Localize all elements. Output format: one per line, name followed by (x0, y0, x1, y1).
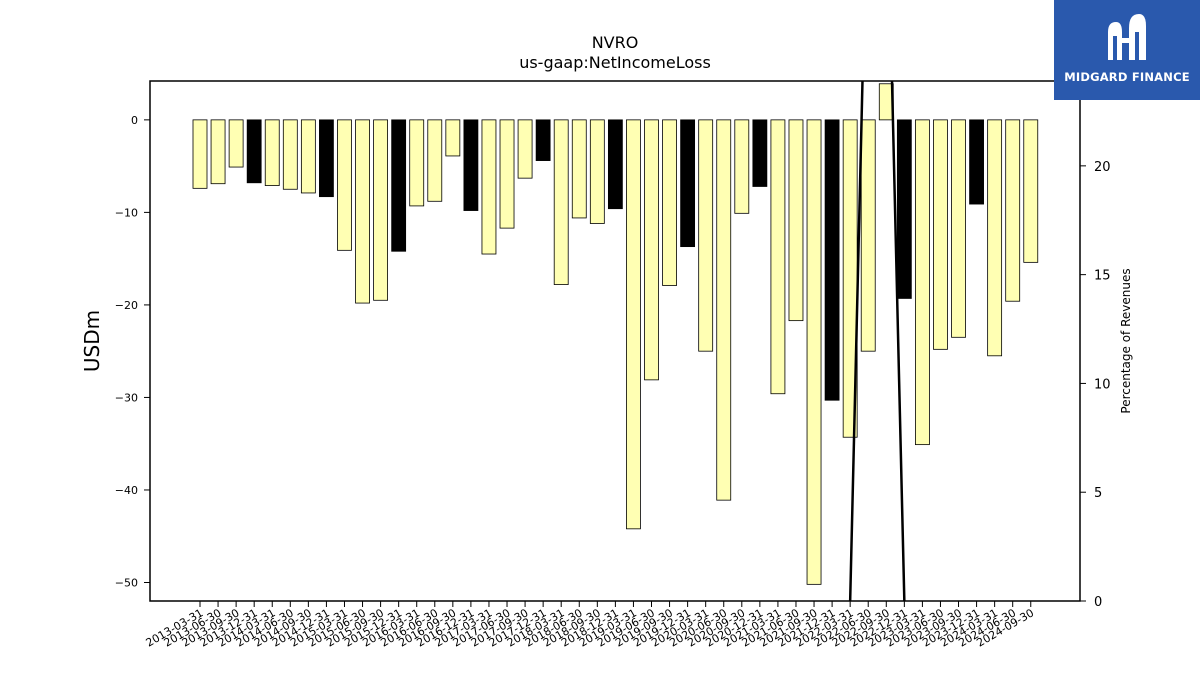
bar-2021-03-31 (770, 119, 786, 395)
bar-2020-09-30 (734, 119, 750, 214)
bar-2015-09-30 (373, 119, 389, 301)
bar-2014-09-30 (300, 119, 316, 194)
bar-2016-09-30 (445, 119, 461, 157)
bar-2016-03-31 (409, 119, 425, 207)
bar-2023-03-31 (915, 119, 930, 446)
midgard-finance-logo: MIDGARD FINANCE (1054, 0, 1200, 100)
bar-2023-09-30 (951, 119, 966, 338)
percentage-line-group (848, 81, 906, 601)
y-tick-label: −50 (115, 576, 138, 589)
bar-2013-09-30 (228, 119, 244, 168)
bar-2019-03-31 (626, 119, 641, 530)
right-y-tick-label: 10 (1094, 377, 1111, 392)
bar-2018-12-31 (607, 119, 623, 210)
logo-text: MIDGARD FINANCE (1064, 70, 1190, 84)
bar-2016-12-31 (463, 119, 479, 211)
bar-2015-12-31 (391, 119, 407, 252)
bar-2013-06-30 (210, 119, 226, 185)
left-y-axis: 0 −10 −20 −30 −40 −50 (115, 114, 150, 589)
right-y-axis: 0 5 10 15 20 (1080, 160, 1111, 610)
bar-2016-06-30 (427, 119, 443, 202)
bar-2021-12-31 (824, 119, 840, 401)
bar-2015-03-31 (337, 119, 352, 251)
bar-2014-06-30 (282, 119, 298, 190)
y-tick-label: 0 (131, 114, 138, 127)
bar-2019-06-30 (644, 119, 659, 381)
right-y-tick-label: 0 (1094, 595, 1102, 610)
right-y-tick-label: 20 (1094, 160, 1111, 175)
bar-2014-12-31 (319, 119, 334, 198)
bar-2017-12-31 (535, 119, 551, 161)
bars-group (192, 83, 1039, 585)
bar-2013-12-31 (246, 119, 262, 184)
bar-2024-03-31 (987, 119, 1003, 357)
bar-2014-03-31 (264, 119, 280, 186)
right-y-tick-label: 5 (1094, 486, 1102, 501)
bar-2018-03-31 (553, 119, 569, 285)
bar-2019-09-30 (662, 119, 677, 286)
logo-mark-icon (1108, 14, 1146, 60)
bar-2017-09-30 (517, 119, 533, 179)
right-y-axis-title: Percentage of Revenues (1119, 268, 1133, 413)
bar-2020-06-30 (716, 119, 732, 501)
y-tick-label: −20 (115, 299, 138, 312)
chart-subtitle: us-gaap:NetIncomeLoss (519, 53, 711, 72)
percentage-of-revenues-line (848, 81, 906, 601)
bar-2023-12-31 (969, 119, 984, 205)
y-tick-label: −40 (115, 484, 138, 497)
chart-title: NVRO (592, 33, 639, 52)
bar-2020-12-31 (752, 119, 768, 187)
bar-2017-03-31 (481, 119, 497, 255)
right-y-tick-label: 15 (1094, 269, 1111, 284)
bar-2024-09-30 (1023, 119, 1039, 263)
bar-2021-06-30 (788, 119, 804, 322)
bar-2021-09-30 (806, 119, 822, 585)
bar-2013-03-31 (192, 119, 208, 189)
y-axis-title: USDm (80, 310, 104, 372)
y-tick-label: −10 (115, 206, 138, 219)
bar-2017-06-30 (499, 119, 515, 229)
bar-2024-06-30 (1005, 119, 1021, 302)
bar-2022-12-31 (896, 119, 912, 299)
bar-2018-09-30 (589, 119, 605, 224)
bar-2018-06-30 (571, 119, 587, 219)
bar-2015-06-30 (355, 119, 370, 304)
bar-2020-03-31 (698, 119, 714, 352)
y-tick-label: −30 (115, 391, 138, 404)
bar-2022-06-30 (860, 119, 876, 352)
bar-2023-06-30 (933, 119, 948, 350)
bar-2019-12-31 (680, 119, 696, 248)
x-axis: 2013-03-312013-06-302013-09-302013-12-31… (144, 601, 1036, 650)
